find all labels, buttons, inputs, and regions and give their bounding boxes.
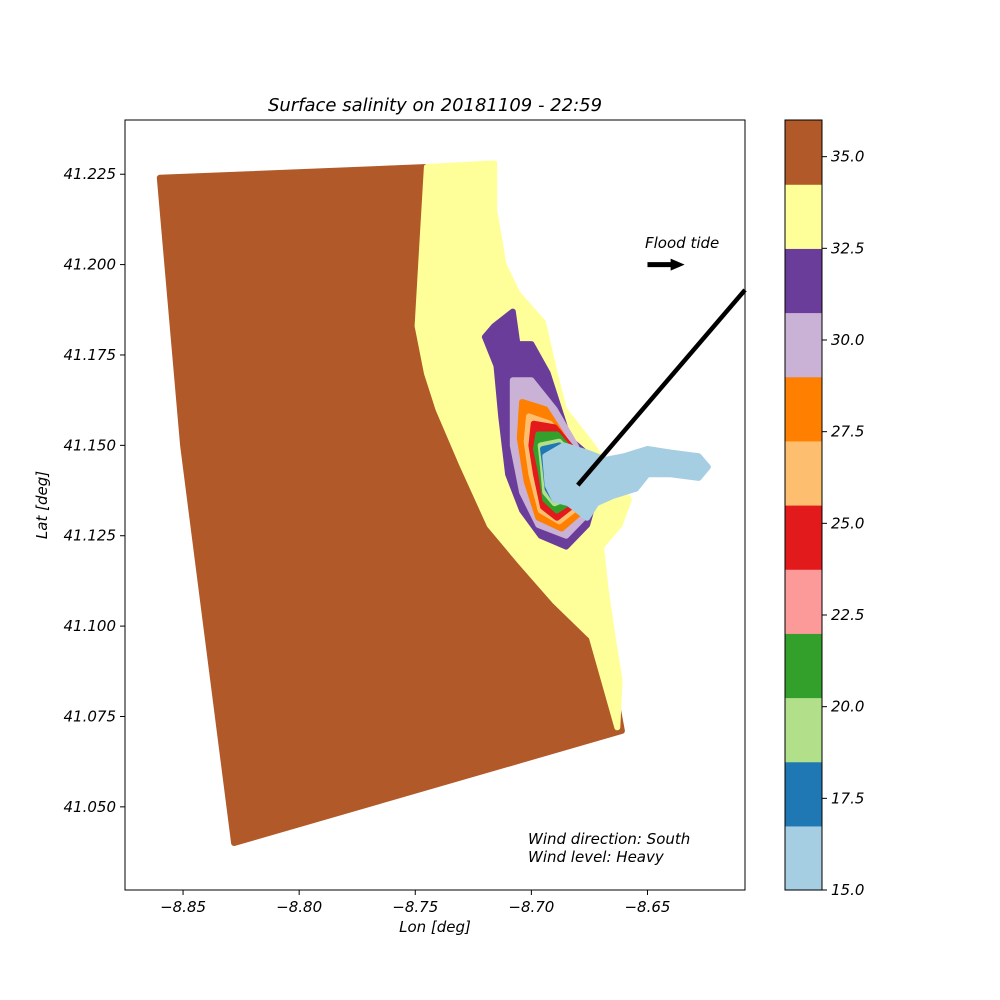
colorbar-tick-label: 17.5 — [831, 789, 864, 807]
y-tick-label: 41.050 — [64, 798, 117, 816]
wind-direction-label: Wind direction: South — [528, 830, 690, 848]
y-tick-label: 41.150 — [64, 436, 117, 454]
y-tick-label: 41.200 — [64, 256, 117, 274]
colorbar-segment — [785, 248, 822, 314]
plot-frame — [124, 119, 746, 891]
flood-tide-arrow — [647, 258, 685, 271]
y-tick-label: 41.175 — [64, 346, 117, 364]
x-tick-label: −8.75 — [392, 898, 438, 916]
colorbar-segment — [785, 697, 822, 763]
y-tick-label: 41.225 — [64, 165, 117, 183]
colorbar-tick-label: 25.0 — [831, 514, 864, 532]
colorbar-tick-label: 22.5 — [831, 606, 864, 624]
colorbar-segment — [785, 312, 822, 378]
colorbar — [785, 120, 822, 891]
flood-tide-label: Flood tide — [645, 234, 719, 252]
wind-level-label: Wind level: Heavy — [528, 848, 665, 866]
colorbar-frame — [784, 119, 823, 891]
x-tick-label: −8.80 — [276, 898, 322, 916]
y-axis: 41.050 41.075 41.100 41.125 41.150 41.175 41.2… — [64, 165, 125, 816]
colorbar-ticks: 15.0 17.5 20.0 22.5 25.0 27.5 30.0 32.5 35.0 — [822, 148, 864, 899]
y-axis-label: Lat [deg] — [33, 471, 51, 539]
colorbar-tick-label: 27.5 — [831, 423, 864, 441]
y-tick-label: 41.125 — [64, 527, 117, 545]
wind-direction-line — [576, 288, 747, 487]
colorbar-segment — [785, 505, 822, 570]
x-tick-label: −8.65 — [624, 898, 670, 916]
wind-layer — [576, 258, 747, 487]
x-axis: −8.85 −8.80 −8.75 −8.70 −8.65 — [160, 890, 670, 916]
x-tick-label: −8.70 — [508, 898, 554, 916]
colorbar-segment — [785, 440, 822, 506]
y-tick-label: 41.075 — [64, 707, 117, 725]
colorbar-tick-label: 30.0 — [831, 331, 864, 349]
colorbar-segment — [785, 120, 822, 185]
colorbar-tick-label: 15.0 — [831, 881, 864, 899]
x-axis-label: Lon [deg] — [399, 918, 471, 936]
colorbar-segment — [785, 633, 822, 699]
colorbar-segment — [785, 184, 822, 249]
colorbar-segment — [785, 825, 822, 891]
chart-title: Surface salinity on 20181109 - 22:59 — [268, 95, 602, 116]
y-tick-label: 41.100 — [64, 617, 117, 635]
colorbar-tick-label: 20.0 — [831, 698, 864, 716]
x-tick-label: −8.85 — [160, 898, 206, 916]
colorbar-segment — [785, 761, 822, 827]
colorbar-segment — [785, 376, 822, 442]
salinity-regions — [156, 160, 711, 846]
colorbar-tick-label: 35.0 — [831, 148, 864, 166]
salinity-region-10 — [542, 442, 711, 521]
colorbar-tick-label: 32.5 — [831, 239, 864, 257]
colorbar-segment — [785, 569, 822, 634]
